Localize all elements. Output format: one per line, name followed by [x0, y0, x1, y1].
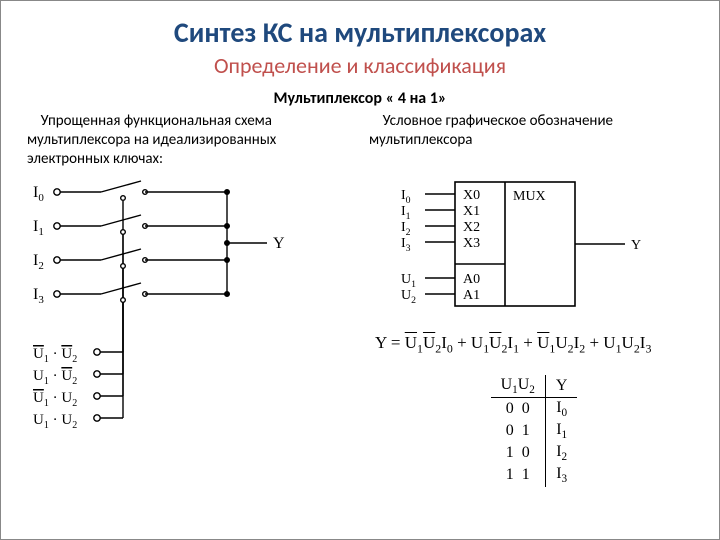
svg-text:Y: Y — [273, 235, 285, 252]
mux-symbol-diagram: I0X0I1X1I2X2I3X3U1A0U2A1MUXY — [375, 174, 685, 314]
svg-text:I1: I1 — [33, 218, 44, 238]
svg-text:A1: A1 — [463, 288, 480, 303]
svg-text:X3: X3 — [463, 236, 480, 251]
svg-text:I3: I3 — [33, 286, 44, 306]
svg-text:I0: I0 — [33, 184, 44, 204]
page-subtitle: Определение и классификация — [1, 52, 719, 79]
svg-text:MUX: MUX — [513, 189, 546, 204]
svg-text:A0: A0 — [463, 272, 480, 287]
section-title: Мультиплексор « 4 на 1» — [1, 89, 719, 108]
svg-text:X0: X0 — [463, 188, 480, 203]
truth-table: U1U2Y0 0I00 1I11 0I21 1I3 — [491, 375, 578, 487]
left-caption: Упрощенная функциональная схема мультипл… — [27, 112, 351, 168]
svg-text:U2: U2 — [401, 288, 416, 306]
right-column: I0X0I1X1I2X2I3X3U1A0U2A1MUXY Y = U1U2I0 … — [375, 174, 693, 486]
page-title: Синтез КС на мультиплексорах — [1, 1, 719, 50]
right-caption: Условное графическое обозначение мультип… — [369, 112, 693, 168]
diagrams-row: I0 I1 I2 I3 Y U1 · U2 U1 · U2 U1 · U2 U1 · U2 I0… — [1, 168, 719, 486]
svg-text:U1 · U2: U1 · U2 — [33, 390, 77, 409]
switch-diagram: I0 I1 I2 I3 Y U1 · U2 U1 · U2 U1 · U2 U1 · U2 — [27, 174, 357, 474]
svg-text:Y: Y — [631, 238, 641, 253]
svg-text:I2: I2 — [33, 252, 44, 272]
svg-text:U1 · U2: U1 · U2 — [33, 412, 77, 431]
svg-text:X2: X2 — [463, 220, 480, 235]
svg-text:X1: X1 — [463, 204, 480, 219]
boolean-equation: Y = U1U2I0 + U1U2I1 + U1U2I2 + U1U2I3 — [375, 333, 693, 356]
svg-text:U1 · U2: U1 · U2 — [33, 346, 77, 365]
captions-row: Упрощенная функциональная схема мультипл… — [1, 108, 719, 168]
svg-text:I3: I3 — [401, 236, 411, 254]
svg-text:U1 · U2: U1 · U2 — [33, 368, 77, 387]
